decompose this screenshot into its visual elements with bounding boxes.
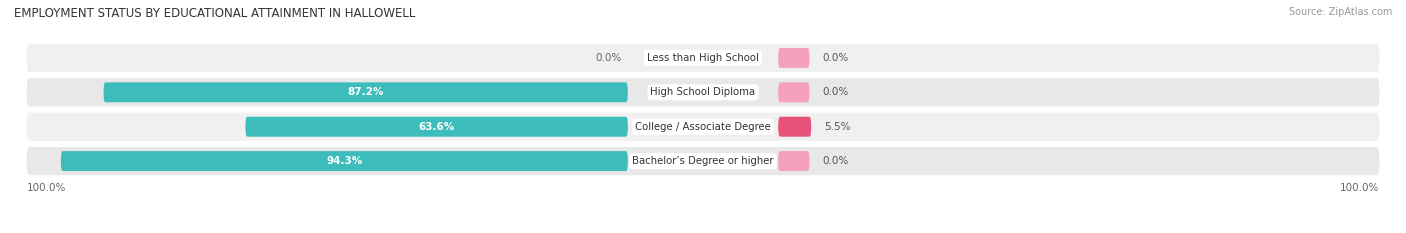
Text: 94.3%: 94.3% <box>326 156 363 166</box>
Text: 5.5%: 5.5% <box>824 122 851 132</box>
FancyBboxPatch shape <box>104 82 628 102</box>
Text: 0.0%: 0.0% <box>823 53 848 63</box>
FancyBboxPatch shape <box>778 117 811 137</box>
Text: College / Associate Degree: College / Associate Degree <box>636 122 770 132</box>
FancyBboxPatch shape <box>778 48 810 68</box>
Text: Bachelor’s Degree or higher: Bachelor’s Degree or higher <box>633 156 773 166</box>
Text: EMPLOYMENT STATUS BY EDUCATIONAL ATTAINMENT IN HALLOWELL: EMPLOYMENT STATUS BY EDUCATIONAL ATTAINM… <box>14 7 415 20</box>
Text: 63.6%: 63.6% <box>419 122 454 132</box>
FancyBboxPatch shape <box>246 117 628 137</box>
Text: 100.0%: 100.0% <box>27 183 66 193</box>
Text: 0.0%: 0.0% <box>595 53 621 63</box>
Text: 0.0%: 0.0% <box>823 156 848 166</box>
Text: Less than High School: Less than High School <box>647 53 759 63</box>
Text: 87.2%: 87.2% <box>347 87 384 97</box>
FancyBboxPatch shape <box>778 82 810 102</box>
FancyBboxPatch shape <box>778 151 810 171</box>
FancyBboxPatch shape <box>27 147 1379 175</box>
Text: 100.0%: 100.0% <box>1340 183 1379 193</box>
Text: Source: ZipAtlas.com: Source: ZipAtlas.com <box>1288 7 1392 17</box>
FancyBboxPatch shape <box>27 113 1379 141</box>
FancyBboxPatch shape <box>60 151 628 171</box>
FancyBboxPatch shape <box>27 78 1379 106</box>
Text: High School Diploma: High School Diploma <box>651 87 755 97</box>
Text: 0.0%: 0.0% <box>823 87 848 97</box>
FancyBboxPatch shape <box>27 44 1379 72</box>
